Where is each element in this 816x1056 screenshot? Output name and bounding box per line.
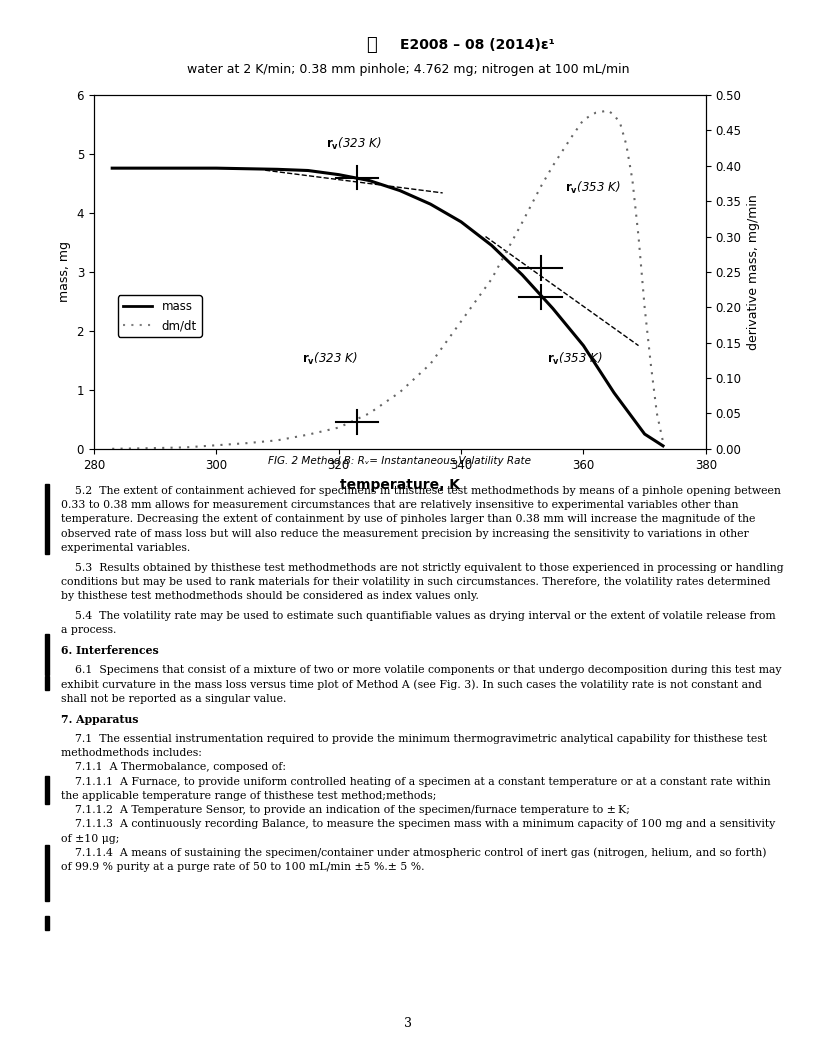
Text: 3: 3 xyxy=(404,1017,412,1030)
Text: FIG. 2 Method B: Rᵥ= Instantaneous Volatility Rate: FIG. 2 Method B: Rᵥ= Instantaneous Volat… xyxy=(268,456,531,466)
Text: observed rate of mass loss but will also reduce the measurement precision by inc: observed rate of mass loss but will also… xyxy=(61,528,749,539)
Text: 5.3  Results obtained by thisthese test methodmethods are not strictly equivalen: 5.3 Results obtained by thisthese test m… xyxy=(61,563,784,572)
Text: 7. Apparatus: 7. Apparatus xyxy=(61,714,139,724)
Text: 7.1.1  A Thermobalance, composed of:: 7.1.1 A Thermobalance, composed of: xyxy=(61,762,286,772)
Text: 5.2  The extent of containment achieved for specimens in thisthese test methodme: 5.2 The extent of containment achieved f… xyxy=(61,486,781,495)
Text: water at 2 K/min; 0.38 mm pinhole; 4.762 mg; nitrogen at 100 mL/min: water at 2 K/min; 0.38 mm pinhole; 4.762… xyxy=(187,63,629,76)
Text: of 99.9 % purity at a purge rate of 50 to 100 mL/min ±5 %.± 5 %.: of 99.9 % purity at a purge rate of 50 t… xyxy=(61,862,424,872)
Text: by thisthese test methodmethods should be considered as index values only.: by thisthese test methodmethods should b… xyxy=(61,591,479,601)
Text: of ±10 μg;: of ±10 μg; xyxy=(61,833,120,844)
Text: 5.4  The volatility rate may be used to estimate such quantifiable values as dry: 5.4 The volatility rate may be used to e… xyxy=(61,611,776,621)
Text: 7.1  The essential instrumentation required to provide the minimum thermogravime: 7.1 The essential instrumentation requir… xyxy=(61,734,767,743)
Text: the applicable temperature range of thisthese test method;methods;: the applicable temperature range of this… xyxy=(61,791,437,800)
Text: 6.1  Specimens that consist of a mixture of two or more volatile components or t: 6.1 Specimens that consist of a mixture … xyxy=(61,665,782,676)
Y-axis label: mass, mg: mass, mg xyxy=(58,242,71,302)
Text: $\mathbf{r_v}$(323 K): $\mathbf{r_v}$(323 K) xyxy=(302,352,357,367)
Text: shall not be reported as a singular value.: shall not be reported as a singular valu… xyxy=(61,694,286,704)
Text: exhibit curvature in the mass loss versus time plot of Method A (see Fig. 3). In: exhibit curvature in the mass loss versu… xyxy=(61,680,762,691)
Text: 7.1.1.4  A means of sustaining the specimen/container under atmospheric control : 7.1.1.4 A means of sustaining the specim… xyxy=(61,848,767,859)
Text: Ⓐ: Ⓐ xyxy=(366,36,377,55)
Text: $\mathbf{r_v}$(323 K): $\mathbf{r_v}$(323 K) xyxy=(326,136,382,152)
Text: 7.1.1.3  A continuously recording Balance, to measure the specimen mass with a m: 7.1.1.3 A continuously recording Balance… xyxy=(61,819,775,829)
X-axis label: temperature, K: temperature, K xyxy=(339,478,460,492)
Text: conditions but may be used to rank materials for their volatility in such circum: conditions but may be used to rank mater… xyxy=(61,577,770,587)
Legend: mass, dm/dt: mass, dm/dt xyxy=(118,296,202,337)
Y-axis label: derivative mass, mg/min: derivative mass, mg/min xyxy=(747,194,761,350)
Text: a process.: a process. xyxy=(61,625,117,636)
Text: 7.1.1.1  A Furnace, to provide uniform controlled heating of a specimen at a con: 7.1.1.1 A Furnace, to provide uniform co… xyxy=(61,776,771,787)
Text: 7.1.1.2  A Temperature Sensor, to provide an indication of the specimen/furnace : 7.1.1.2 A Temperature Sensor, to provide… xyxy=(61,805,630,815)
Text: experimental variables.: experimental variables. xyxy=(61,543,190,552)
Text: $\mathbf{r_v}$(353 K): $\mathbf{r_v}$(353 K) xyxy=(547,352,602,367)
Text: $\mathbf{r_v}$(353 K): $\mathbf{r_v}$(353 K) xyxy=(565,181,620,196)
Text: 0.33 to 0.38 mm allows for measurement circumstances that are relatively insensi: 0.33 to 0.38 mm allows for measurement c… xyxy=(61,499,738,510)
Text: methodmethods includes:: methodmethods includes: xyxy=(61,748,202,758)
Text: 6. Interferences: 6. Interferences xyxy=(61,645,159,657)
Text: temperature. Decreasing the extent of containment by use of pinholes larger than: temperature. Decreasing the extent of co… xyxy=(61,514,756,524)
Text: E2008 – 08 (2014)ε¹: E2008 – 08 (2014)ε¹ xyxy=(400,38,555,53)
